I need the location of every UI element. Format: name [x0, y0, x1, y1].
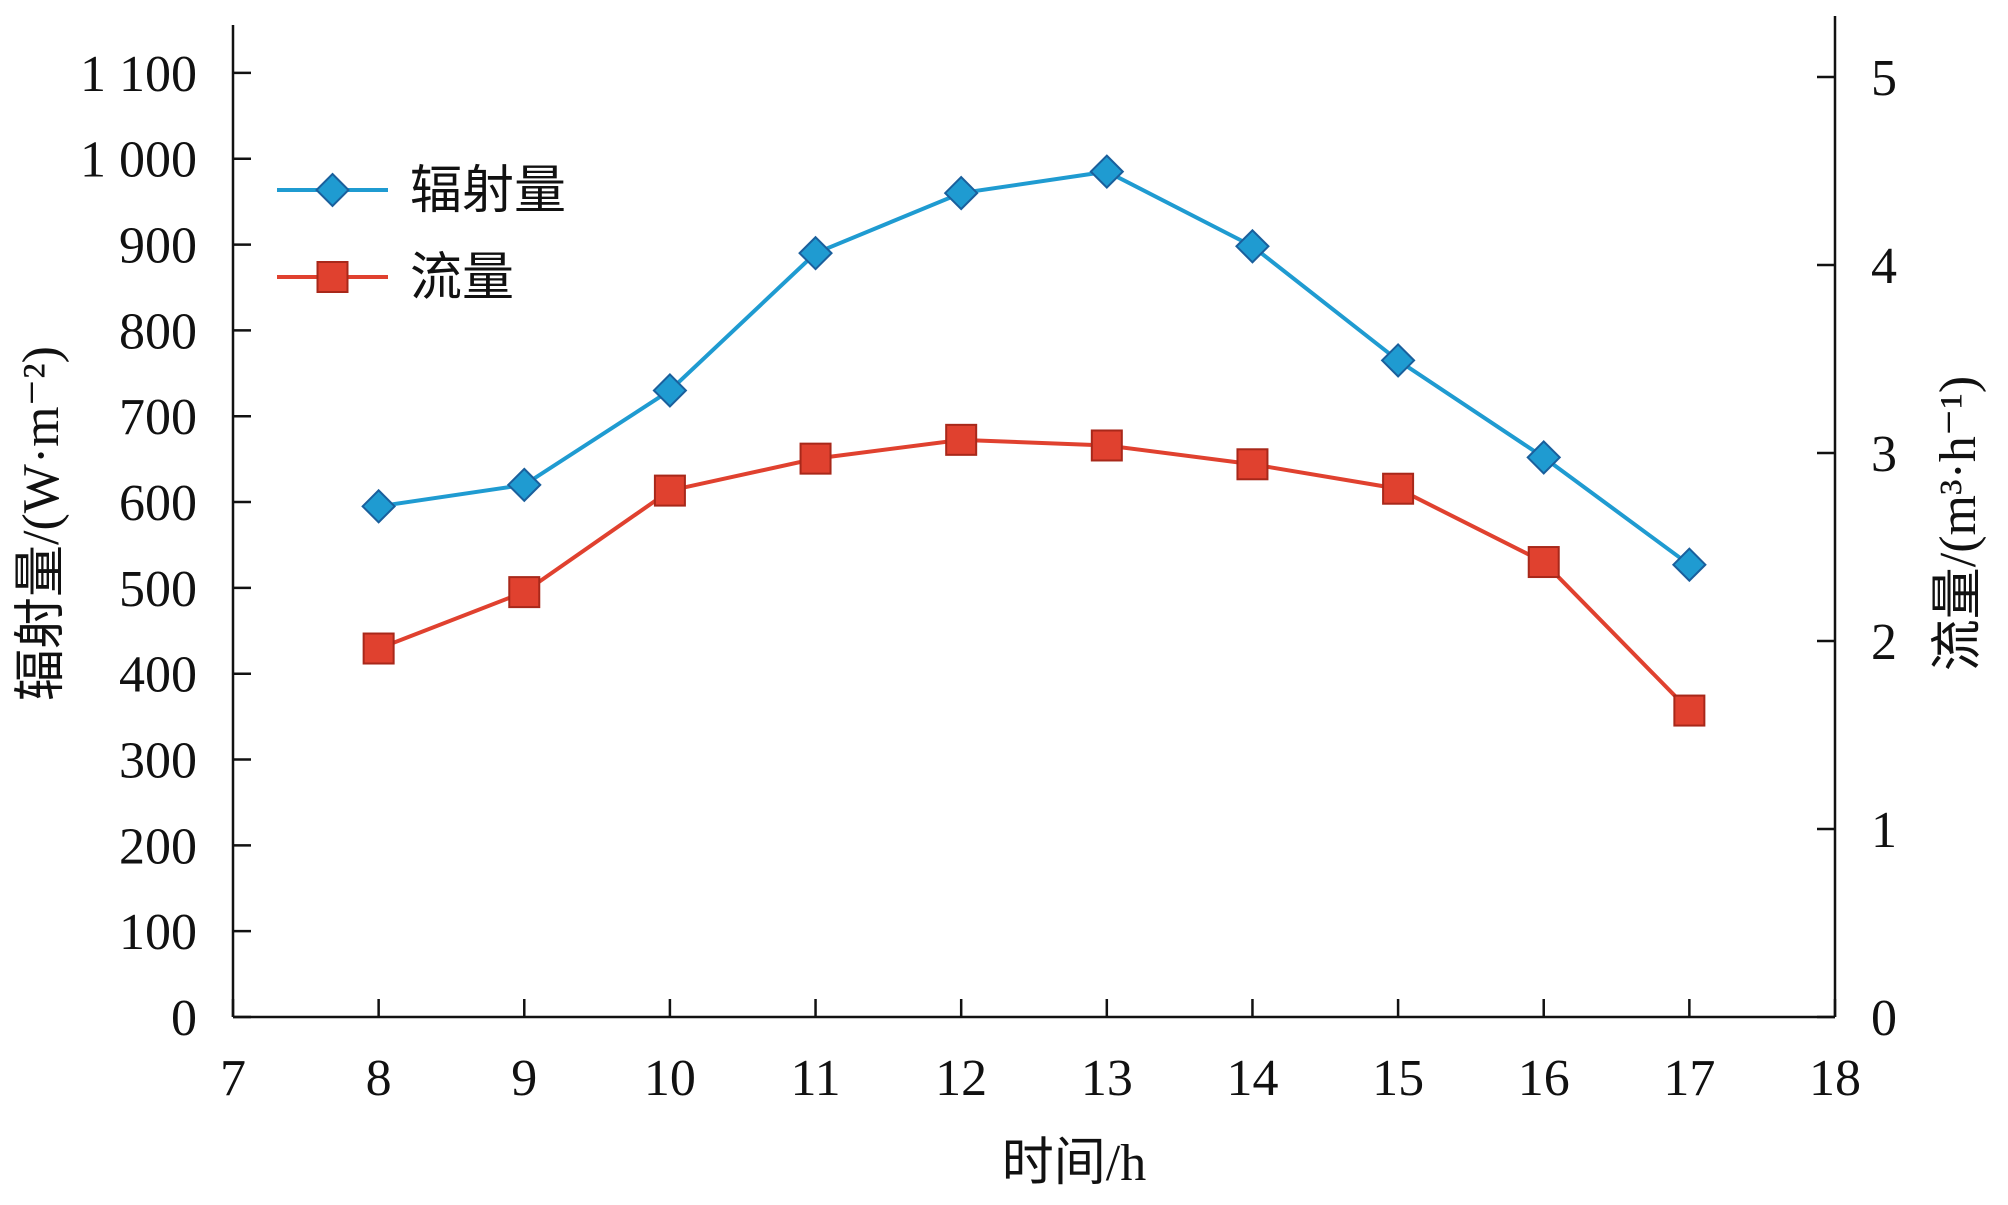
right-y-tick-label: 5 — [1871, 50, 1897, 107]
x-tick-label: 7 — [220, 1050, 246, 1107]
legend-marker — [316, 261, 349, 293]
axes-group: 7 8 9 10 11 12 13 14 15 16 17 180100200300400500600… — [80, 16, 1897, 1107]
x-tick-label: 13 — [1081, 1050, 1133, 1107]
series-line — [378, 169, 1691, 567]
x-tick-label: 16 — [1518, 1050, 1570, 1107]
data-point — [1090, 429, 1123, 462]
data-point — [798, 235, 833, 271]
right-y-tick-label: 2 — [1871, 614, 1897, 671]
left-y-axis-title: 辐射量/(W·m⁻²) — [13, 346, 70, 701]
right-y-axis-title: 流量/(m³·h⁻¹) — [1930, 376, 1987, 671]
left-y-tick-label: 500 — [119, 561, 197, 618]
left-y-tick-label: 800 — [119, 303, 197, 360]
left-y-tick-label: 400 — [119, 647, 197, 704]
data-point — [1673, 694, 1706, 727]
data-point — [652, 373, 688, 408]
data-point — [653, 474, 686, 507]
left-y-tick-label: 0 — [171, 990, 197, 1047]
left-y-tick-label: 100 — [119, 904, 197, 961]
data-point — [1527, 546, 1560, 579]
x-tick-label: 15 — [1372, 1050, 1424, 1107]
right-y-tick-label: 4 — [1871, 238, 1897, 295]
left-y-tick-label: 1 100 — [80, 46, 197, 103]
series-line — [377, 437, 1691, 712]
x-tick-label: 11 — [791, 1050, 841, 1107]
left-y-tick-label: 300 — [119, 733, 197, 790]
x-tick-label: 14 — [1226, 1050, 1278, 1107]
data-point — [508, 576, 541, 609]
series-group — [361, 154, 1707, 727]
x-tick-label: 10 — [644, 1050, 696, 1107]
data-point — [1526, 439, 1562, 475]
right-y-tick-label: 0 — [1871, 990, 1897, 1047]
series-1 — [361, 154, 1707, 583]
x-tick-label: 17 — [1663, 1050, 1715, 1107]
x-tick-label: 18 — [1809, 1050, 1861, 1107]
legend-label: 辐射量 — [410, 163, 566, 220]
data-point — [799, 442, 832, 475]
legend-label: 流量 — [410, 250, 514, 307]
left-y-tick-label: 900 — [119, 218, 197, 275]
left-y-tick-label: 1 000 — [80, 132, 197, 189]
data-point — [506, 467, 542, 503]
left-y-tick-label: 600 — [119, 475, 197, 532]
x-tick-label: 12 — [935, 1050, 987, 1107]
left-y-tick-label: 200 — [119, 818, 197, 875]
data-point — [1382, 472, 1415, 505]
data-point — [362, 632, 395, 665]
x-tick-label: 8 — [366, 1050, 392, 1107]
data-point — [943, 175, 979, 211]
data-point — [1236, 448, 1269, 481]
legend-marker — [315, 172, 350, 208]
right-y-tick-label: 3 — [1871, 426, 1897, 483]
x-axis-title: 时间/h — [1002, 1135, 1146, 1192]
data-point — [1235, 228, 1270, 264]
data-point — [361, 488, 397, 524]
x-tick-label: 9 — [511, 1050, 537, 1107]
data-point — [1671, 547, 1707, 583]
data-point — [1089, 154, 1125, 190]
data-point — [1380, 343, 1416, 378]
data-point — [945, 423, 978, 456]
right-y-tick-label: 1 — [1871, 802, 1897, 859]
series-2 — [362, 423, 1706, 727]
left-y-tick-label: 700 — [119, 389, 197, 446]
